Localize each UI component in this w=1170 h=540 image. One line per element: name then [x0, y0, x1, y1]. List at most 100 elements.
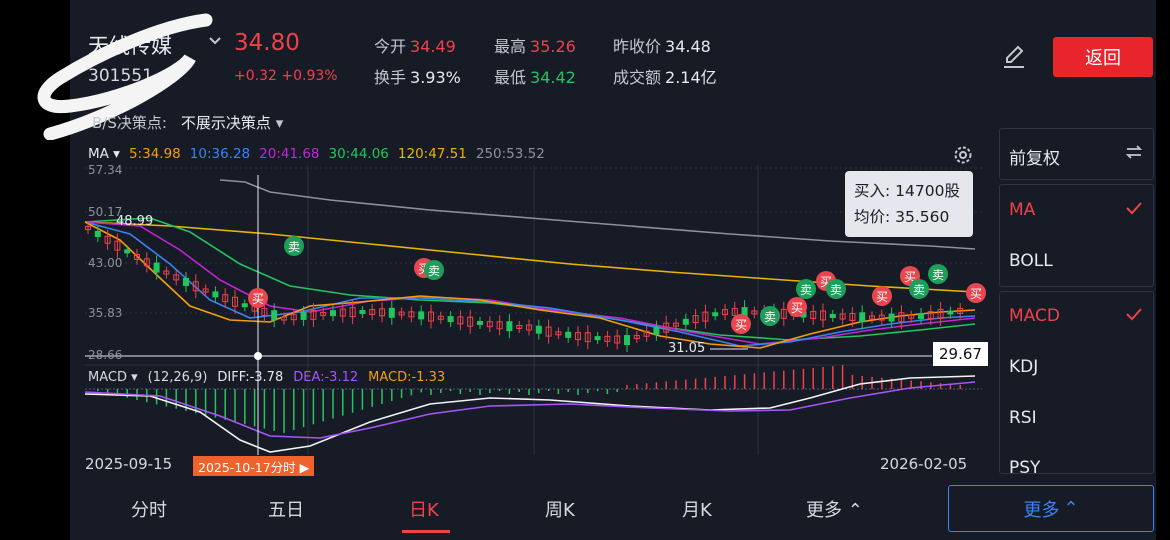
- cursor-date-tag[interactable]: 2025-10-17分时 ▶: [193, 456, 315, 476]
- tab-weekly-k[interactable]: 周K: [545, 500, 575, 521]
- swap-icon[interactable]: [1124, 142, 1144, 162]
- bs-value[interactable]: 不展示决策点: [180, 114, 271, 132]
- tab-daily-k[interactable]: 日K: [409, 500, 439, 521]
- candle-body: [349, 307, 356, 318]
- indicator-rsi[interactable]: RSI: [1009, 408, 1037, 428]
- candle-body: [908, 314, 915, 319]
- left-frame: [0, 0, 70, 540]
- buy-marker[interactable]: 买: [872, 286, 892, 306]
- tooltip-avg-price: 均价: 35.560: [854, 208, 950, 226]
- candle-body: [692, 315, 699, 324]
- indicator-boll[interactable]: BOLL: [1009, 251, 1053, 271]
- sell-marker[interactable]: 卖: [796, 279, 816, 299]
- sell-marker[interactable]: 卖: [424, 260, 444, 280]
- amount-quote: 成交额 2.14亿: [613, 68, 717, 87]
- cursor-price-tag: 29.67: [933, 342, 988, 366]
- buy-marker[interactable]: 买: [966, 283, 986, 303]
- candle-body: [114, 240, 121, 251]
- ma10-value: 10:36.28: [189, 146, 251, 162]
- candle-body: [624, 335, 630, 346]
- check-icon: [1126, 202, 1142, 215]
- candle-body: [457, 316, 464, 325]
- candle-body: [320, 311, 327, 316]
- ma5-line: [84, 221, 976, 349]
- candle-body: [859, 312, 866, 323]
- sell-marker[interactable]: 卖: [760, 306, 780, 326]
- candle-body: [143, 258, 150, 267]
- candle-body: [300, 311, 307, 320]
- candle-body: [437, 315, 444, 320]
- candle-body: [516, 324, 523, 329]
- indicator-macd[interactable]: MACD: [1009, 306, 1060, 326]
- sell-marker[interactable]: 卖: [909, 279, 929, 299]
- more-button[interactable]: 更多 ⌃: [948, 485, 1154, 532]
- ma30-value: 30:44.06: [328, 146, 389, 162]
- bs-decision-selector[interactable]: B/S决策点: 不展示决策点 ▾: [92, 112, 283, 133]
- sub-indicator-box: [999, 291, 1154, 474]
- caret-down-icon: ▾: [270, 114, 284, 132]
- candle-body: [290, 314, 297, 321]
- candle-body: [232, 296, 238, 307]
- candle-body: [575, 332, 581, 341]
- candle-body: [310, 309, 317, 320]
- candle-body: [477, 320, 483, 325]
- macd-diff: DIFF:-3.78: [217, 370, 284, 385]
- candle-body: [614, 335, 621, 344]
- candle-body: [163, 270, 170, 275]
- indicator-ma[interactable]: MA: [1009, 200, 1036, 220]
- candle-body: [643, 330, 650, 337]
- candle-body: [584, 332, 591, 343]
- candle-body: [241, 303, 248, 308]
- ma30-line: [84, 217, 976, 341]
- turnover-quote: 换手 3.93%: [374, 68, 461, 87]
- candle-body: [937, 308, 944, 319]
- macd-selector[interactable]: MACD ▾: [88, 370, 138, 385]
- last-price: 34.80: [234, 30, 300, 56]
- ma20-value: 20:41.68: [259, 146, 320, 162]
- adjust-label[interactable]: 前复权: [1009, 149, 1060, 169]
- bs-label: B/S决策点:: [92, 114, 167, 132]
- indicator-psy[interactable]: PSY: [1009, 458, 1041, 474]
- candle-body: [379, 308, 385, 317]
- indicator-kdj[interactable]: KDJ: [1009, 357, 1039, 377]
- candle-body: [418, 311, 425, 320]
- ma-selector[interactable]: MA ▾: [88, 146, 120, 162]
- back-button[interactable]: 返回: [1053, 37, 1153, 77]
- candle-body: [878, 314, 885, 321]
- candle-body: [526, 324, 532, 331]
- kline-chart[interactable]: [70, 160, 985, 480]
- candle-body: [428, 311, 434, 322]
- stock-name[interactable]: 天线传媒: [88, 34, 172, 58]
- sell-marker[interactable]: 卖: [826, 279, 846, 299]
- tab-more[interactable]: 更多 ⌃: [806, 500, 863, 521]
- buy-marker[interactable]: 买: [248, 288, 268, 308]
- macd-value: MACD:-1.33: [368, 370, 446, 385]
- buy-marker[interactable]: 买: [731, 314, 751, 334]
- candle-body: [388, 307, 395, 318]
- y-axis-label: 57.34: [88, 163, 123, 177]
- sell-marker[interactable]: 卖: [928, 264, 948, 284]
- candle-body: [751, 310, 758, 315]
- edit-icon[interactable]: [1000, 42, 1028, 70]
- macd-params: (12,26,9): [147, 370, 208, 385]
- tab-intraday[interactable]: 分时: [131, 500, 167, 521]
- period-low-label: 31.05: [668, 341, 706, 356]
- candle-body: [261, 307, 268, 316]
- sell-marker[interactable]: 卖: [284, 236, 304, 256]
- candle-body: [85, 226, 91, 230]
- buy-marker[interactable]: 买: [787, 297, 807, 317]
- adjust-box[interactable]: [999, 128, 1154, 180]
- high-quote: 最高 35.26: [494, 37, 576, 56]
- tab-monthly-k[interactable]: 月K: [682, 500, 712, 521]
- candle-body: [682, 318, 689, 325]
- tab-five-day[interactable]: 五日: [268, 500, 304, 521]
- gear-icon[interactable]: [952, 144, 974, 166]
- ma20-line: [84, 221, 976, 345]
- check-icon: [1126, 308, 1142, 321]
- candle-body: [94, 230, 101, 237]
- ma250-value: 250:53.52: [475, 146, 545, 162]
- trade-tooltip: 买入: 14700股 均价: 35.560: [845, 171, 973, 237]
- chevron-down-icon[interactable]: [208, 34, 222, 48]
- y-axis-label: 28.66: [88, 348, 123, 362]
- chevron-up-icon: ⌃: [1063, 498, 1079, 519]
